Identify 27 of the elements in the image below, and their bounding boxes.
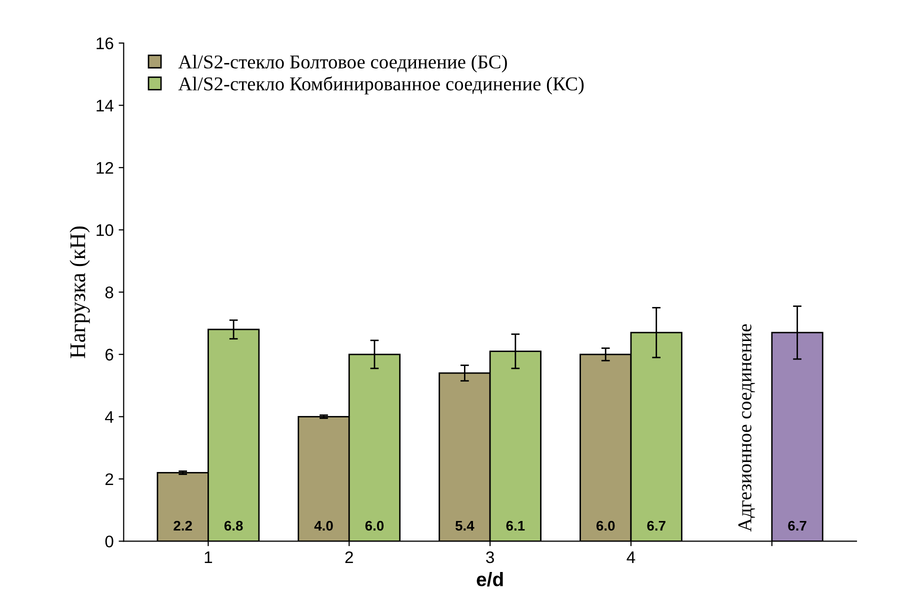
x-axis-title: e/d bbox=[476, 572, 503, 586]
y-tick-label: 14 bbox=[96, 100, 114, 112]
legend-label: Al/S2-стекло Комбинированное соединение (КС) bbox=[178, 76, 584, 94]
data-label: 6.0 bbox=[596, 520, 615, 531]
data-label: 6.1 bbox=[506, 520, 525, 531]
data-label: 2.2 bbox=[174, 520, 192, 531]
data-label: 6.7 bbox=[788, 520, 806, 531]
data-label: 6.0 bbox=[365, 520, 384, 531]
y-axis-title: Нагрузка (кН) bbox=[70, 226, 90, 358]
y-tick-label: 6 bbox=[106, 348, 114, 361]
y-tick-label: 10 bbox=[96, 224, 114, 236]
y-tick-label: 12 bbox=[96, 162, 114, 174]
x-tick-label: 3 bbox=[486, 551, 494, 564]
x-tick-label: 2 bbox=[345, 551, 353, 563]
x-tick-label: 4 bbox=[626, 552, 636, 563]
y-tick-label: 0 bbox=[105, 536, 114, 548]
data-label: 6.7 bbox=[647, 520, 666, 531]
x-tick-label: 1 bbox=[204, 552, 212, 563]
legend-label: Al/S2-стекло Болтовое соединение (БС) bbox=[178, 54, 507, 72]
data-label: 4.0 bbox=[314, 520, 333, 531]
y-tick-label: 2 bbox=[106, 473, 114, 485]
y-tick-label: 8 bbox=[105, 286, 114, 298]
data-label: 6.8 bbox=[224, 520, 243, 531]
y-tick-label: 16 bbox=[96, 37, 114, 50]
y-tick-label: 4 bbox=[105, 411, 114, 423]
text: Адгезионное соединение bbox=[738, 324, 755, 532]
data-label: 5.4 bbox=[455, 520, 474, 531]
